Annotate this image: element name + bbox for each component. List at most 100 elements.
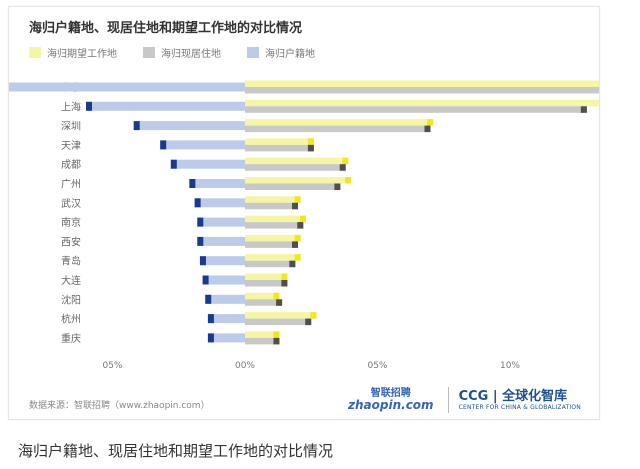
bar-expected <box>245 99 599 107</box>
bar-residence <box>245 144 314 152</box>
bar-residence <box>245 299 283 306</box>
bar-cap-hukou <box>207 314 214 324</box>
bar-cap-expected <box>273 331 280 338</box>
bar-residence <box>245 280 288 287</box>
bar-cap-residence <box>292 202 298 210</box>
bar-cap-expected <box>294 196 301 203</box>
bar-cap-expected <box>310 312 317 319</box>
bar-residence <box>245 260 296 268</box>
bar-hukou <box>197 217 245 227</box>
bar-cap-residence <box>305 318 312 326</box>
bar-expected <box>245 273 288 280</box>
ccg-logo: CCG | 全球化智库 CENTER FOR CHINA & GLOBALIZA… <box>459 389 581 412</box>
bar-residence <box>245 125 431 133</box>
bar-cap-expected <box>427 119 434 126</box>
legend-swatch-hukou <box>247 47 259 58</box>
x-tick-label: 05% <box>367 361 387 371</box>
category-label: 广州 <box>61 179 81 191</box>
zhaopin-logo-en: zhaopin.com <box>348 398 434 412</box>
bar-residence <box>245 337 280 345</box>
category-label: 南京 <box>61 216 81 229</box>
bar-hukou <box>197 236 245 246</box>
bar-hukou <box>207 333 245 343</box>
bar-cap-residence <box>297 222 304 229</box>
legend-label-hukou: 海归户籍地 <box>265 49 315 60</box>
legend-label-residence: 海归现居住地 <box>161 49 221 60</box>
category-label: 上海 <box>61 100 81 113</box>
category-label: 沈阳 <box>61 293 81 306</box>
bar-cap-residence <box>424 125 431 133</box>
bar-hukou <box>205 294 245 304</box>
bar-cap-residence <box>334 183 341 190</box>
source-note: 数据来源：智联招聘（www.zhaopin.com） <box>29 401 210 411</box>
x-tick-label: 10% <box>500 361 520 371</box>
bar-expected <box>245 234 301 242</box>
bar-expected <box>245 119 434 126</box>
category-label: 天津 <box>61 140 81 152</box>
bar-chart-plot: 北京上海深圳天津成都广州武汉南京西安青岛大连沈阳杭州重庆10%05%00%05%… <box>9 80 599 371</box>
chart-title: 海归户籍地、现居住地和期望工作地的对比情况 <box>29 21 303 36</box>
legend: 海归期望工作地 海归现居住地 海归户籍地 <box>29 45 341 60</box>
bar-cap-hukou <box>199 256 206 266</box>
bar-cap-hukou <box>205 294 212 304</box>
category-label: 深圳 <box>61 121 81 133</box>
bar-cap-expected <box>294 234 301 242</box>
bar-cap-expected <box>307 138 314 145</box>
bar-cap-residence <box>273 337 280 345</box>
bar-residence <box>245 106 587 113</box>
bar-hukou <box>194 198 245 208</box>
bar-hukou <box>199 256 245 266</box>
bar-cap-hukou <box>194 198 201 208</box>
bar-cap-hukou <box>133 121 140 131</box>
logos: 智联招聘 zhaopin.com CCG | 全球化智库 CENTER FOR … <box>348 387 581 413</box>
bar-expected <box>245 254 301 261</box>
bar-cap-expected <box>294 254 301 261</box>
zhaopin-logo-cn: 智联招聘 <box>370 388 411 399</box>
bar-residence <box>245 183 341 190</box>
bar-residence <box>245 164 346 171</box>
bar-cap-residence <box>281 280 288 287</box>
bar-residence <box>245 222 304 229</box>
ccg-logo-sub: CENTER FOR CHINA & GLOBALIZATION <box>458 403 581 411</box>
bar-residence <box>245 318 312 326</box>
bar-expected <box>245 177 351 184</box>
logo-divider <box>447 387 449 413</box>
bar-cap-hukou <box>86 101 92 111</box>
category-label: 大连 <box>61 274 81 287</box>
bar-expected <box>245 292 280 300</box>
bar-expected <box>245 196 301 203</box>
bar-cap-expected <box>273 292 280 300</box>
figure-caption: 海归户籍地、现居住地和期望工作地的对比情况 <box>18 442 334 460</box>
bar-hukou <box>133 121 245 131</box>
legend-item-residence: 海归现居住地 <box>143 45 221 60</box>
x-tick-label: 05% <box>102 361 122 371</box>
legend-item-hukou: 海归户籍地 <box>247 45 315 60</box>
x-tick-label: 00% <box>235 361 255 371</box>
bar-hukou <box>189 179 245 188</box>
bar-cap-hukou <box>170 159 177 169</box>
bar-cap-hukou <box>197 217 204 227</box>
bar-cap-residence <box>292 241 298 248</box>
category-label: 重庆 <box>61 332 81 345</box>
bar-residence <box>245 202 298 210</box>
bar-residence <box>245 87 599 94</box>
ccg-logo-main: CCG | 全球化智库 <box>458 388 568 404</box>
legend-swatch-residence <box>143 47 155 58</box>
bar-hukou <box>9 82 245 92</box>
category-label: 武汉 <box>61 197 81 210</box>
bar-cap-expected <box>345 177 351 184</box>
bar-cap-residence <box>339 164 346 171</box>
bar-residence <box>245 241 298 248</box>
bar-cap-residence <box>307 144 314 152</box>
bar-cap-expected <box>342 157 349 165</box>
legend-swatch-expected <box>29 47 41 58</box>
bar-cap-hukou <box>197 236 204 246</box>
bar-cap-residence <box>580 106 587 113</box>
bar-cap-hukou <box>202 275 209 285</box>
bar-hukou <box>160 140 245 150</box>
bar-hukou <box>202 275 245 285</box>
bar-cap-expected <box>281 273 288 280</box>
zhaopin-logo: 智联招聘 zhaopin.com <box>348 388 434 412</box>
chart-card: 海归户籍地、现居住地和期望工作地的对比情况 海归期望工作地 海归现居住地 海归户… <box>8 6 600 420</box>
legend-label-expected: 海归期望工作地 <box>47 49 117 60</box>
